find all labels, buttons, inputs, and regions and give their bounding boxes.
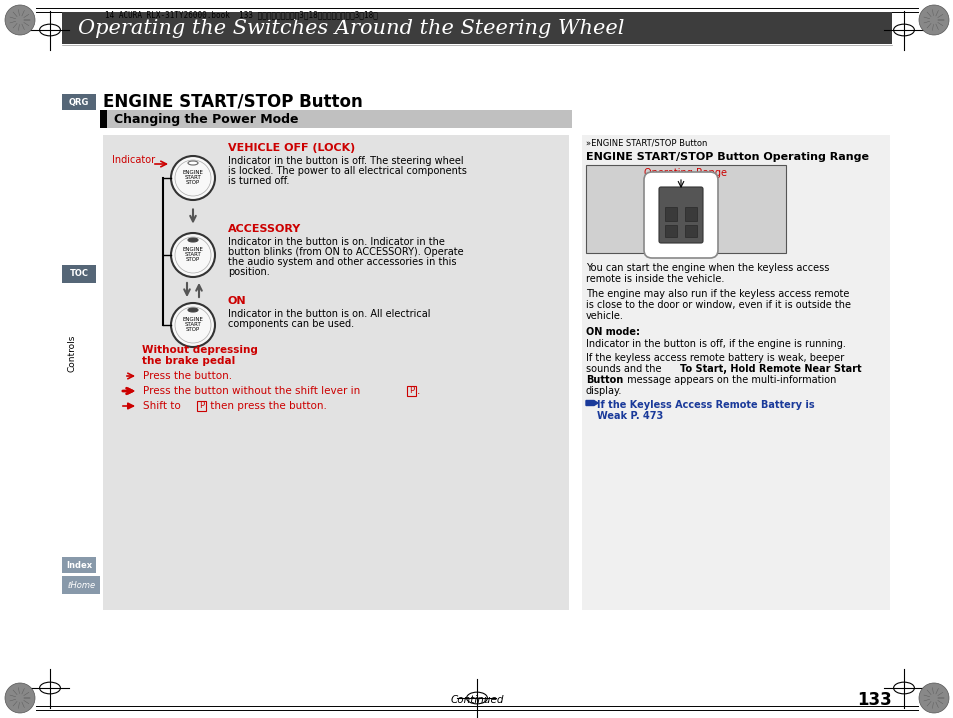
Circle shape (5, 683, 35, 713)
Circle shape (171, 233, 214, 277)
Text: Indicator in the button is off, if the engine is running.: Indicator in the button is off, if the e… (585, 339, 845, 349)
Text: You can start the engine when the keyless access: You can start the engine when the keyles… (585, 263, 828, 273)
Text: Button: Button (585, 375, 622, 385)
Text: Indicator in the button is off. The steering wheel: Indicator in the button is off. The stee… (228, 156, 463, 166)
Text: is close to the door or window, even if it is outside the: is close to the door or window, even if … (585, 300, 850, 310)
Text: .: . (416, 386, 420, 396)
Bar (100, 110, 107, 128)
Circle shape (5, 5, 35, 35)
Circle shape (171, 303, 214, 347)
Text: Operating the Switches Around the Steering Wheel: Operating the Switches Around the Steeri… (78, 19, 623, 37)
Text: components can be used.: components can be used. (228, 319, 354, 329)
Bar (103, 135, 568, 610)
Bar (62, 576, 100, 594)
Text: 133: 133 (857, 691, 891, 709)
Text: ENGINE: ENGINE (182, 247, 203, 252)
Text: STOP: STOP (186, 180, 200, 185)
FancyBboxPatch shape (643, 172, 718, 258)
Text: Press the button.: Press the button. (143, 371, 232, 381)
Text: Continued: Continued (450, 695, 503, 705)
Bar (684, 207, 697, 221)
Text: »ENGINE START/STOP Button: »ENGINE START/STOP Button (585, 139, 706, 147)
Text: To Start, Hold Remote Near Start: To Start, Hold Remote Near Start (679, 364, 862, 374)
Text: Indicator: Indicator (112, 155, 155, 165)
Text: Changing the Power Mode: Changing the Power Mode (113, 113, 298, 126)
Text: If the Keyless Access Remote Battery is: If the Keyless Access Remote Battery is (597, 400, 814, 410)
Text: Weak P. 473: Weak P. 473 (597, 411, 662, 421)
Text: STOP: STOP (186, 327, 200, 332)
Text: ENGINE START/STOP Button: ENGINE START/STOP Button (103, 93, 362, 111)
Bar (62, 265, 96, 283)
Text: ON: ON (228, 296, 247, 306)
Bar (581, 135, 889, 610)
Bar (664, 225, 677, 237)
Text: Indicator in the button is on. All electrical: Indicator in the button is on. All elect… (228, 309, 430, 319)
Text: If the keyless access remote battery is weak, beeper: If the keyless access remote battery is … (585, 353, 843, 363)
Text: then press the button.: then press the button. (207, 401, 327, 411)
Text: Shift to: Shift to (143, 401, 184, 411)
Text: button blinks (from ON to ACCESSORY). Operate: button blinks (from ON to ACCESSORY). Op… (228, 247, 463, 257)
Text: the brake pedal: the brake pedal (142, 356, 235, 366)
Text: ENGINE: ENGINE (182, 317, 203, 322)
Bar (100, 110, 572, 128)
Text: ON mode:: ON mode: (585, 327, 639, 337)
Text: START: START (185, 322, 201, 327)
Text: remote is inside the vehicle.: remote is inside the vehicle. (585, 274, 723, 284)
Text: ACCESSORY: ACCESSORY (228, 224, 301, 234)
Text: Without depressing: Without depressing (142, 345, 257, 355)
Bar (62, 94, 96, 110)
Ellipse shape (188, 238, 198, 242)
Text: Indicator in the button is on. Indicator in the: Indicator in the button is on. Indicator… (228, 237, 444, 247)
Bar (407, 386, 416, 396)
Text: is turned off.: is turned off. (228, 176, 289, 186)
Bar (196, 401, 206, 411)
Text: ENGINE: ENGINE (182, 170, 203, 175)
Text: START: START (185, 252, 201, 257)
Text: P: P (409, 386, 414, 396)
Text: START: START (185, 175, 201, 180)
Circle shape (918, 683, 948, 713)
Text: is locked. The power to all electrical components: is locked. The power to all electrical c… (228, 166, 466, 176)
Text: vehicle.: vehicle. (585, 311, 623, 321)
Circle shape (171, 156, 214, 200)
FancyArrow shape (585, 401, 598, 406)
Bar (62, 12, 891, 44)
Text: position.: position. (228, 267, 270, 277)
Text: TOC: TOC (70, 269, 89, 279)
Bar (585, 165, 785, 253)
Text: Controls: Controls (68, 335, 76, 372)
Text: sounds and the: sounds and the (585, 364, 664, 374)
Text: STOP: STOP (186, 258, 200, 263)
Text: VEHICLE OFF (LOCK): VEHICLE OFF (LOCK) (228, 143, 355, 153)
Text: message appears on the multi-information: message appears on the multi-information (623, 375, 835, 385)
Text: display.: display. (585, 386, 621, 396)
Text: Operating Range: Operating Range (644, 168, 727, 178)
Text: the audio system and other accessories in this: the audio system and other accessories i… (228, 257, 456, 267)
Text: The engine may also run if the keyless access remote: The engine may also run if the keyless a… (585, 289, 848, 299)
Text: P: P (199, 401, 204, 411)
Circle shape (918, 5, 948, 35)
FancyBboxPatch shape (659, 187, 702, 243)
Text: QRG: QRG (69, 98, 89, 106)
Bar (684, 225, 697, 237)
Bar (664, 207, 677, 221)
Bar (62, 557, 96, 573)
Text: Index: Index (66, 561, 92, 569)
Text: ℓHome: ℓHome (67, 580, 95, 589)
Text: ENGINE START/STOP Button Operating Range: ENGINE START/STOP Button Operating Range (585, 152, 868, 162)
Text: 14 ACURA RLX-31TY26000.book  133 ページ　２０１３年3月18日　月曜日　午後3時18分: 14 ACURA RLX-31TY26000.book 133 ページ ２０１３… (105, 11, 377, 19)
Ellipse shape (188, 308, 198, 312)
Text: Press the button without the shift lever in: Press the button without the shift lever… (143, 386, 363, 396)
Ellipse shape (188, 161, 198, 165)
